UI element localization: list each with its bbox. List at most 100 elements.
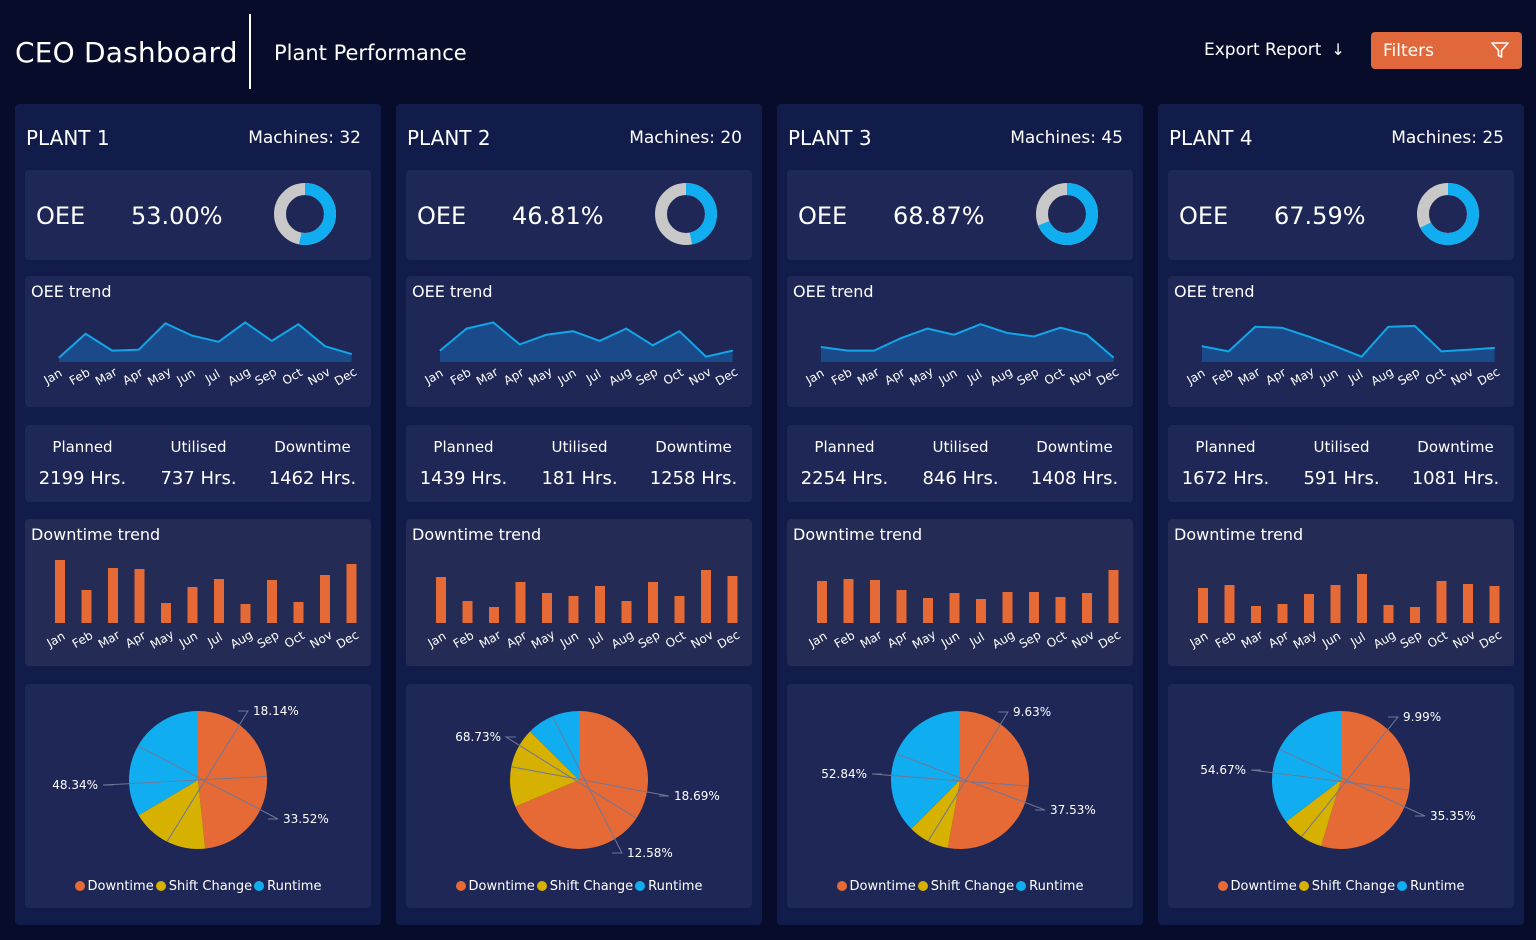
legend-item-shift-change[interactable]: Shift Change — [155, 879, 252, 894]
legend-item-downtime[interactable]: Downtime — [836, 879, 916, 894]
pie-slice-runtime — [891, 711, 960, 829]
pie-data-label: 18.69% — [674, 789, 720, 803]
downtime-trend-month-label: May — [148, 627, 176, 652]
oee-trend-month-label: May — [145, 364, 173, 389]
oee-trend-line — [58, 321, 352, 359]
legend-item-shift-change[interactable]: Shift Change — [536, 879, 633, 894]
oee-trend-month-label: Mar — [474, 365, 501, 388]
downtime-trend-month-label: Jan — [806, 629, 830, 651]
legend-item-runtime[interactable]: Runtime — [1397, 879, 1464, 894]
legend-dot-icon — [74, 881, 85, 891]
downtime-trend-month-label: Oct — [282, 628, 307, 651]
oee-trend-area — [59, 322, 352, 362]
hours-card: Planned 1672 Hrs. Utilised 591 Hrs. Downtime… — [1168, 425, 1514, 502]
oee-trend-title: OEE trend — [412, 282, 493, 301]
oee-trend-month-label: Apr — [882, 365, 907, 388]
pie-leader-line — [504, 736, 637, 819]
oee-trend-month-label: Aug — [607, 365, 634, 389]
downtime-trend-month-label: Jan — [1187, 629, 1211, 651]
pie-data-label: 9.99% — [1403, 710, 1441, 724]
pie-legend: Downtime Shift Change Runtime — [1168, 879, 1514, 894]
oee-trend-month-label: Feb — [829, 365, 854, 388]
downtime-trend-title: Downtime trend — [31, 525, 161, 544]
downtime-trend-month-label: Jan — [44, 629, 68, 651]
downtime-breakdown-pie: 54.67% 9.99% 35.35% — [1200, 710, 1476, 849]
legend-item-downtime[interactable]: Downtime — [1217, 879, 1297, 894]
filters-label: Filters — [1383, 41, 1434, 61]
oee-trend-month-label: Jan — [803, 366, 827, 388]
oee-trend-point — [599, 340, 601, 342]
oee-trend-card: OEE trend Jan Feb Mar Apr May Jun Jul Aug Sep Oct N… — [787, 276, 1133, 407]
oee-trend-point — [1467, 349, 1469, 351]
downtime-trend-month-label: Feb — [451, 628, 476, 651]
downtime-bar — [1198, 588, 1208, 623]
oee-card: OEE 46.81% — [406, 170, 752, 260]
downtime-bar — [161, 603, 171, 623]
oee-trend-month-label: Mar — [855, 365, 882, 388]
downtime-hours-label: Downtime — [1036, 438, 1113, 456]
oee-trend-title: OEE trend — [793, 282, 874, 301]
oee-value: 53.00% — [131, 202, 223, 230]
oee-trend-line — [1201, 324, 1495, 358]
planned-hours-label: Planned — [52, 438, 113, 456]
oee-trend-month-label: Oct — [661, 365, 686, 388]
downtime-trend-month-label: Sep — [1017, 628, 1044, 651]
downtime-trend-month-label: Nov — [1069, 628, 1096, 652]
oee-trend-month-label: Feb — [67, 365, 92, 388]
oee-trend-point — [1361, 356, 1363, 358]
oee-trend-point — [847, 350, 849, 352]
oee-card: OEE 68.87% — [787, 170, 1133, 260]
filters-button[interactable]: Filters — [1371, 32, 1522, 69]
oee-trend-month-label: Dec — [332, 365, 359, 389]
oee-trend-point — [244, 321, 246, 323]
downtime-trend-month-label: Apr — [123, 628, 148, 651]
downtime-trend-title: Downtime trend — [412, 525, 542, 544]
downtime-trend-month-label: Nov — [688, 628, 715, 652]
pie-data-label: 52.84% — [821, 767, 867, 781]
legend-item-downtime[interactable]: Downtime — [74, 879, 154, 894]
legend-dot-icon — [536, 881, 547, 891]
oee-trend-point — [953, 334, 955, 336]
oee-trend-area — [821, 324, 1114, 362]
downtime-trend-month-label: Jul — [1347, 630, 1367, 650]
downtime-trend-card: Downtime trend Jan Feb Mar Apr May Jun Jul Aug Se… — [25, 519, 371, 666]
oee-value: 67.59% — [1274, 202, 1366, 230]
header-divider — [249, 14, 251, 89]
planned-hours-label: Planned — [433, 438, 494, 456]
downtime-trend-month-label: Aug — [990, 628, 1017, 652]
oee-trend-month-label: Jul — [202, 367, 222, 387]
oee-trend-point — [1440, 350, 1442, 352]
legend-item-shift-change[interactable]: Shift Change — [1298, 879, 1396, 894]
downtime-trend-month-label: Nov — [307, 628, 334, 652]
oee-trend-chart: Jan Feb Mar Apr May Jun Jul Aug Sep Oct Nov Dec — [422, 321, 740, 389]
oee-trend-month-label: Oct — [1042, 365, 1067, 388]
legend-item-runtime[interactable]: Runtime — [1016, 879, 1083, 894]
downtime-bar — [621, 601, 632, 623]
downtime-bar — [1002, 592, 1013, 623]
legend-item-runtime[interactable]: Runtime — [635, 879, 702, 894]
oee-trend-point — [705, 356, 707, 358]
legend-item-downtime[interactable]: Downtime — [455, 879, 535, 894]
downtime-bar — [134, 569, 145, 623]
oee-trend-month-label: Sep — [253, 365, 280, 388]
pie-leader-line — [927, 711, 1009, 842]
export-report-button[interactable]: Export Report ↓ — [1204, 40, 1345, 60]
downtime-hours-label: Downtime — [274, 438, 351, 456]
oee-trend-point — [652, 344, 654, 346]
downtime-bar — [923, 598, 933, 623]
downtime-trend-month-label: Mar — [477, 628, 504, 651]
downtime-bar — [1304, 594, 1314, 623]
downtime-trend-chart: Jan Feb Mar Apr May Jun Jul Aug Sep Oct Nov Dec — [425, 570, 742, 652]
downtime-trend-month-label: Jul — [204, 630, 224, 650]
downtime-bar — [1410, 607, 1420, 623]
downtime-bar — [727, 576, 738, 623]
oee-donut-chart — [1417, 183, 1479, 245]
downtime-bar — [1357, 574, 1367, 623]
downtime-trend-month-label: Jul — [966, 630, 986, 650]
legend-label: Shift Change — [1311, 879, 1396, 894]
oee-value: 46.81% — [512, 202, 604, 230]
oee-trend-month-label: Jan — [1184, 366, 1208, 388]
downtime-trend-month-label: Oct — [1044, 628, 1069, 651]
legend-item-shift-change[interactable]: Shift Change — [917, 879, 1014, 894]
legend-item-runtime[interactable]: Runtime — [254, 879, 321, 894]
